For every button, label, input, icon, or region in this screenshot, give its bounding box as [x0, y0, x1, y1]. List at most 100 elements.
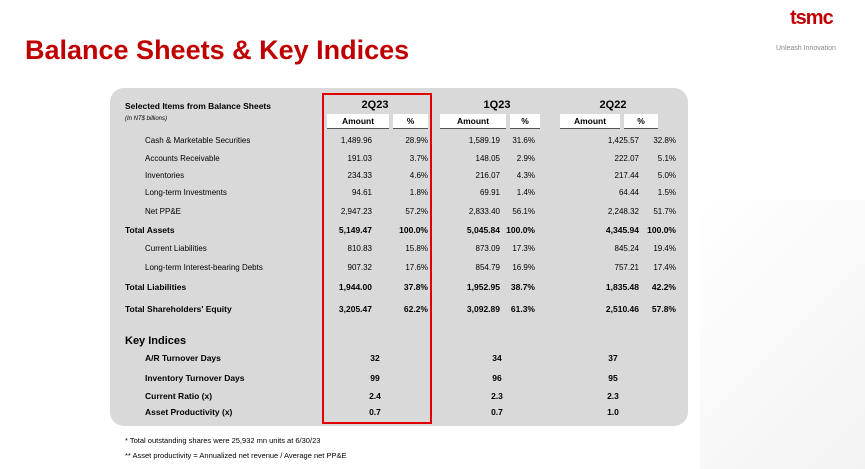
table-cell: 1,952.95: [466, 282, 500, 292]
table-cell: 5.1%: [657, 154, 676, 163]
table-cell: 38.7%: [510, 282, 535, 292]
table-cell: 1,489.96: [340, 136, 372, 145]
index-value: 2.3: [607, 391, 619, 401]
table-cell: 873.09: [475, 244, 500, 253]
row-label: Long-term Investments: [145, 188, 227, 197]
column-header: %: [637, 116, 645, 126]
table-cell: 15.8%: [405, 244, 428, 253]
table-cell: 191.03: [347, 154, 372, 163]
row-label: Cash & Marketable Securities: [145, 136, 251, 145]
row-label-bold: Total Shareholders' Equity: [125, 304, 232, 314]
slide-title: Balance Sheets & Key Indices: [25, 35, 410, 65]
table-cell: 2,248.32: [607, 207, 639, 216]
table-cell: 100.0%: [647, 225, 676, 235]
row-label-bold: Total Assets: [125, 225, 175, 235]
table-cell: 94.61: [351, 188, 372, 197]
footnote: * Total outstanding shares were 25,932 m…: [125, 436, 321, 445]
index-value: 0.7: [369, 407, 381, 417]
table-cell: 1,835.48: [605, 282, 639, 292]
table-cell: 217.44: [614, 171, 639, 180]
table-cell: 1.8%: [409, 188, 428, 197]
table-cell: 69.91: [479, 188, 500, 197]
table-cell: 222.07: [614, 154, 639, 163]
index-value: 34: [492, 353, 502, 363]
subheader-cell: [624, 114, 658, 129]
table-cell: 62.2%: [403, 304, 428, 314]
row-label: Current Liabilities: [145, 244, 207, 253]
period-header: 2Q23: [361, 99, 389, 111]
row-label-bold: Total Liabilities: [125, 282, 187, 292]
index-label: Asset Productivity (x): [145, 407, 233, 417]
highlight-box: [322, 93, 432, 424]
index-value: 32: [370, 353, 380, 363]
table-cell: 42.2%: [651, 282, 676, 292]
table-cell: 3.7%: [409, 154, 428, 163]
table-cell: 148.05: [475, 154, 500, 163]
index-value: 37: [608, 353, 618, 363]
table-cell: 1,589.19: [468, 136, 500, 145]
subheader-cell: [327, 114, 389, 129]
index-value: 2.3: [491, 391, 503, 401]
table-cell: 907.32: [347, 263, 372, 272]
subheader-cell: [510, 114, 540, 129]
index-label: A/R Turnover Days: [145, 353, 221, 363]
table-cell: 4.6%: [409, 171, 428, 180]
index-value: 96: [492, 373, 502, 383]
column-header: Amount: [341, 116, 375, 126]
period-header: 1Q23: [483, 99, 511, 111]
table-cell: 57.2%: [405, 207, 428, 216]
table-cell: 100.0%: [399, 225, 428, 235]
index-label: Current Ratio (x): [145, 391, 213, 401]
table-cell: 51.7%: [653, 207, 676, 216]
table-cell: 2,833.40: [468, 207, 500, 216]
table-cell: 17.3%: [512, 244, 535, 253]
table-cell: 3,205.47: [338, 304, 372, 314]
index-label: Inventory Turnover Days: [145, 373, 245, 383]
table-cell: 19.4%: [653, 244, 676, 253]
table-cell: 234.33: [347, 171, 372, 180]
table-cell: 100.0%: [506, 225, 535, 235]
column-header: Amount: [456, 116, 490, 126]
table-cell: 1,425.57: [607, 136, 639, 145]
column-header: %: [521, 116, 529, 126]
logo: tsmc: [790, 7, 834, 29]
table-cell: 16.9%: [512, 263, 535, 272]
subheader-cell: [393, 114, 428, 129]
table-cell: 4.3%: [516, 171, 535, 180]
footnote: ** Asset productivity = Annualized net r…: [125, 451, 347, 460]
row-label: Net PP&E: [145, 207, 182, 216]
table-cell: 32.8%: [653, 136, 676, 145]
background-decor: [700, 200, 865, 469]
table-cell: 1.5%: [657, 188, 676, 197]
table-cell: 1,944.00: [338, 282, 372, 292]
table-cell: 845.24: [614, 244, 639, 253]
period-header: 2Q22: [599, 99, 627, 111]
row-label: Accounts Receivable: [145, 154, 220, 163]
index-value: 2.4: [369, 391, 381, 401]
table-cell: 17.4%: [653, 263, 676, 272]
table-cell: 28.9%: [405, 136, 428, 145]
table-cell: 31.6%: [512, 136, 535, 145]
table-cell: 5,149.47: [338, 225, 372, 235]
subheader-cell: [440, 114, 506, 129]
table-cell: 1.4%: [516, 188, 535, 197]
table-cell: 810.83: [347, 244, 372, 253]
table-cell: 216.07: [475, 171, 500, 180]
index-value: 1.0: [607, 407, 619, 417]
index-value: 95: [608, 373, 618, 383]
table-cell: 5,045.84: [466, 225, 500, 235]
table-cell: 57.8%: [651, 304, 676, 314]
table-cell: 3,092.89: [466, 304, 500, 314]
table-cell: 61.3%: [510, 304, 535, 314]
table-cell: 17.6%: [405, 263, 428, 272]
subheader-cell: [560, 114, 620, 129]
row-label: Long-term Interest-bearing Debts: [145, 263, 263, 272]
index-value: 0.7: [491, 407, 503, 417]
table-caption: Selected Items from Balance Sheets: [125, 101, 271, 111]
table-panel: [110, 88, 688, 426]
table-cell: 4,345.94: [605, 225, 639, 235]
table-cell: 757.21: [614, 263, 639, 272]
table-cell: 56.1%: [512, 207, 535, 216]
row-label: Inventories: [145, 171, 185, 180]
